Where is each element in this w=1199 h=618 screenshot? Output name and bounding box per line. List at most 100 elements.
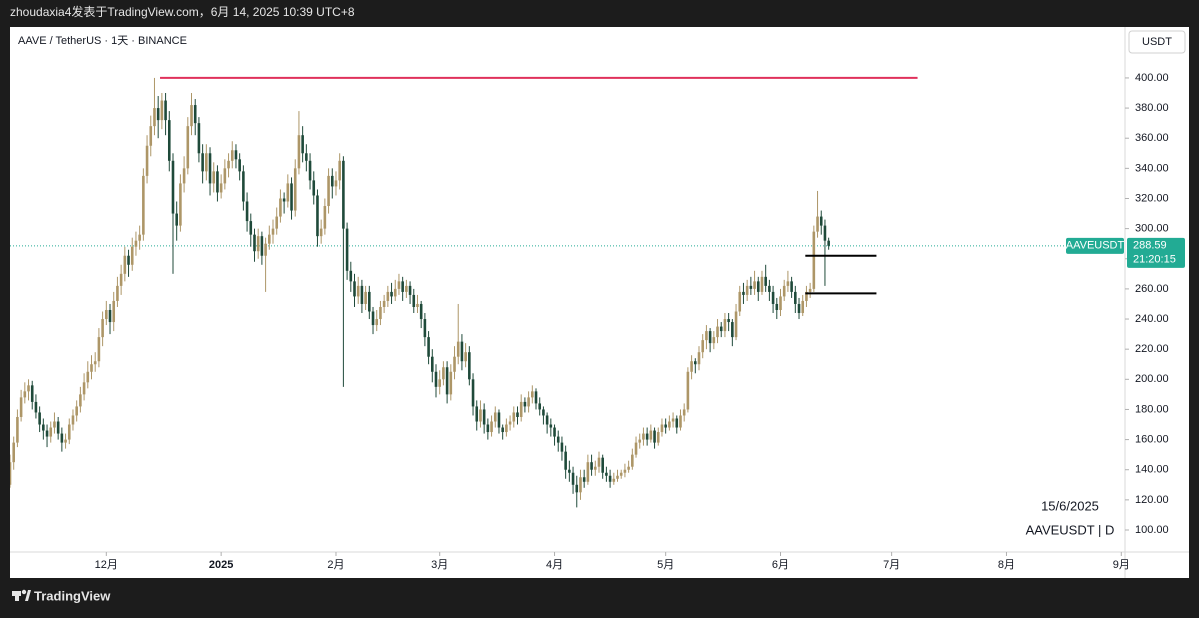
candle-body [627, 466, 630, 470]
y-tick-label: 120.00 [1135, 494, 1169, 506]
candle-body [671, 418, 675, 422]
x-tick-label: 2月 [327, 559, 344, 571]
candle-body [330, 175, 334, 187]
candle-body [786, 281, 790, 286]
candle-body [564, 451, 567, 470]
candle-body [760, 276, 764, 292]
candle-body [701, 340, 705, 353]
candle-body [119, 273, 123, 286]
candle-body [216, 171, 219, 193]
x-tick-label: 4月 [546, 559, 563, 571]
candle-body [675, 418, 679, 428]
candle-body [193, 105, 197, 124]
candle-body [475, 406, 479, 422]
candle-body [160, 100, 164, 121]
y-tick-label: 340.00 [1135, 162, 1169, 174]
candle-body [531, 391, 534, 398]
candle-body [382, 300, 386, 307]
candle-body [345, 228, 349, 271]
candle-body [516, 412, 519, 417]
candle-body [645, 433, 649, 440]
candle-body [201, 153, 204, 172]
candle-body [505, 424, 508, 433]
candle-body [290, 183, 293, 211]
candle-body [197, 123, 201, 154]
candle-body [97, 337, 101, 362]
candle-body [690, 361, 693, 372]
candle-body [360, 285, 364, 304]
candle-body [497, 412, 501, 428]
candle-body [542, 409, 545, 416]
candle-body [490, 421, 493, 433]
candle-body [816, 216, 819, 232]
candle-body [242, 171, 245, 202]
y-tick-label: 240.00 [1135, 313, 1169, 325]
candle-body [401, 281, 404, 292]
y-tick-label: 400.00 [1135, 72, 1169, 84]
candle-body [656, 432, 660, 443]
candle-body [108, 309, 112, 323]
candle-body [312, 180, 316, 196]
candle-body [186, 126, 190, 169]
candle-body [212, 171, 216, 184]
candle-body [738, 291, 742, 312]
candle-body [634, 442, 638, 455]
candle-body [282, 198, 286, 202]
candle-body [416, 303, 419, 307]
y-tick-label: 180.00 [1135, 403, 1169, 415]
candle-body [223, 168, 227, 184]
candle-body [801, 300, 805, 314]
y-tick-label: 320.00 [1135, 192, 1169, 204]
candle-body [723, 319, 727, 332]
candle-body [167, 120, 171, 161]
candle-body [386, 291, 390, 301]
candle-body [301, 135, 304, 154]
candle-body [708, 331, 712, 344]
candle-body [427, 337, 430, 357]
candle-body [230, 150, 234, 161]
candle-body [45, 430, 49, 437]
candle-body [590, 462, 593, 470]
candle-body [275, 216, 279, 229]
candle-body [631, 454, 634, 467]
candle-body [130, 246, 134, 265]
candle-body [619, 472, 623, 476]
candle-body [142, 175, 145, 235]
candle-body [756, 281, 760, 292]
candle-body [493, 412, 497, 422]
candle-body [453, 356, 456, 372]
candle-body [338, 160, 341, 181]
candle-body [460, 341, 464, 362]
currency-button[interactable] [1128, 30, 1186, 54]
tv-logo [12, 589, 31, 601]
candle-body [694, 361, 697, 365]
candle-body [319, 228, 323, 237]
candle-body [149, 126, 153, 146]
candle-body [390, 291, 393, 297]
candle-body [308, 160, 312, 181]
candle-body [123, 255, 127, 274]
candle-body [60, 433, 64, 443]
candle-body [279, 198, 282, 217]
candle-body [649, 430, 653, 440]
candle-body [393, 288, 397, 297]
candle-body [27, 385, 30, 392]
candle-body [482, 409, 486, 425]
candle-body [682, 409, 686, 416]
candle-body [716, 326, 719, 338]
candle-body [364, 291, 367, 304]
candle-body [771, 291, 775, 304]
candle-body [219, 183, 223, 193]
candle-body [819, 216, 823, 226]
candle-body [419, 303, 423, 320]
candle-body [116, 285, 119, 301]
candle-body [16, 416, 19, 443]
candle-body [297, 135, 301, 169]
candle-body [679, 415, 682, 428]
watermark-symbol: AAVEUSDT | D [1026, 522, 1115, 537]
candle-body [686, 371, 690, 410]
candle-body [605, 472, 608, 476]
candle-body [790, 281, 793, 292]
candle-body [479, 409, 482, 422]
candle-body [523, 401, 527, 407]
